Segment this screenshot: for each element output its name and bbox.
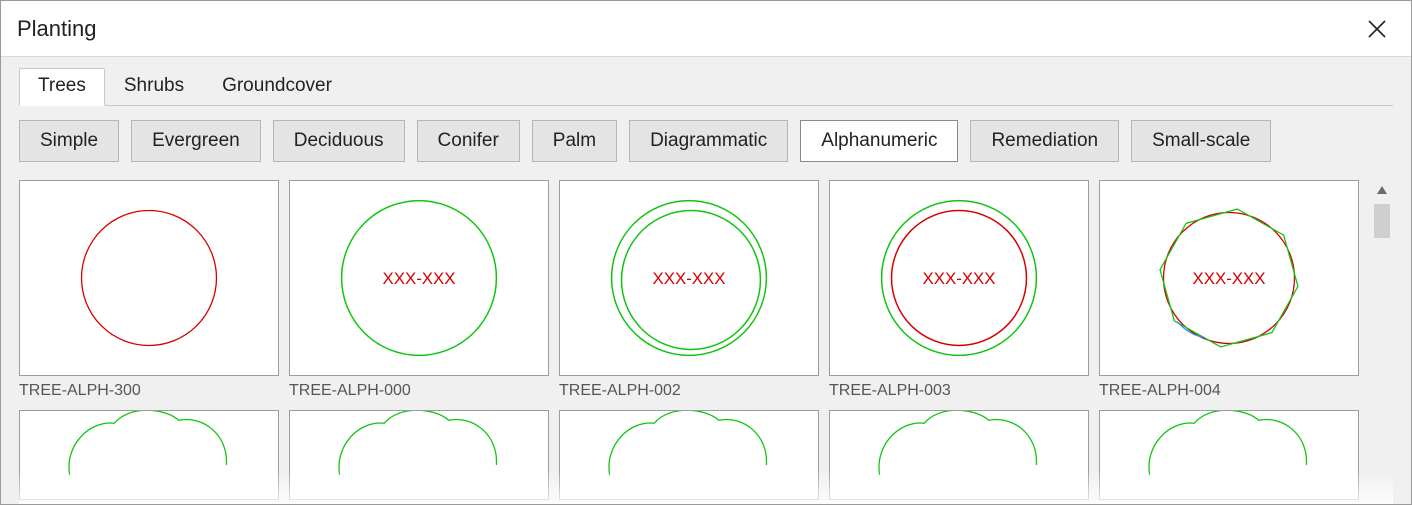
scroll-thumb[interactable] [1374, 204, 1390, 238]
symbol-label: TREE-ALPH-300 [19, 382, 279, 400]
close-icon [1368, 20, 1386, 38]
symbol-label: TREE-ALPH-004 [1099, 382, 1359, 400]
symbol-cell: XXX-XXX TREE-ALPH-003 [829, 180, 1089, 400]
symbol-grid: TREE-ALPH-300 XXX-XXX TREE-ALPH-000 XXX-X… [19, 180, 1393, 500]
filter-palm[interactable]: Palm [532, 120, 617, 162]
filter-deciduous[interactable]: Deciduous [273, 120, 405, 162]
filter-remediation[interactable]: Remediation [970, 120, 1119, 162]
tab-shrubs[interactable]: Shrubs [105, 68, 203, 106]
filter-row: Simple Evergreen Deciduous Conifer Palm Diagr… [19, 120, 1393, 162]
svg-text:XXX-XXX: XXX-XXX [922, 269, 995, 288]
scroll-track[interactable] [1374, 200, 1390, 504]
symbol-cell [19, 410, 279, 500]
symbol-card[interactable] [829, 410, 1089, 500]
filter-small-scale[interactable]: Small-scale [1131, 120, 1271, 162]
symbol-card[interactable]: XXX-XXX [829, 180, 1089, 376]
symbol-card[interactable] [19, 180, 279, 376]
filter-evergreen[interactable]: Evergreen [131, 120, 261, 162]
tab-groundcover[interactable]: Groundcover [203, 68, 351, 106]
symbol-label: TREE-ALPH-002 [559, 382, 819, 400]
symbol-card[interactable] [559, 410, 819, 500]
symbol-card[interactable]: XXX-XXX [1099, 180, 1359, 376]
category-tabs: TreesShrubsGroundcover [19, 67, 1393, 106]
content-area: TreesShrubsGroundcover Simple Evergreen De… [1, 57, 1411, 504]
window-title: Planting [17, 16, 97, 42]
filter-diagrammatic[interactable]: Diagrammatic [629, 120, 788, 162]
svg-text:XXX-XXX: XXX-XXX [382, 269, 455, 288]
symbol-card[interactable]: XXX-XXX [289, 180, 549, 376]
scroll-up-icon[interactable] [1371, 180, 1393, 200]
symbol-cell [559, 410, 819, 500]
symbol-card[interactable] [19, 410, 279, 500]
symbol-cell: XXX-XXX TREE-ALPH-004 [1099, 180, 1359, 400]
svg-text:XXX-XXX: XXX-XXX [1192, 269, 1265, 288]
svg-text:XXX-XXX: XXX-XXX [652, 269, 725, 288]
symbol-cell [289, 410, 549, 500]
symbol-label: TREE-ALPH-000 [289, 382, 549, 400]
planting-dialog: Planting TreesShrubsGroundcover Simple Ev… [0, 0, 1412, 505]
titlebar: Planting [1, 1, 1411, 57]
symbol-cell [829, 410, 1089, 500]
symbol-cell: XXX-XXX TREE-ALPH-002 [559, 180, 819, 400]
filter-alphanumeric[interactable]: Alphanumeric [800, 120, 958, 162]
scrollbar[interactable] [1371, 180, 1393, 504]
filter-conifer[interactable]: Conifer [417, 120, 520, 162]
symbol-cell: TREE-ALPH-300 [19, 180, 279, 400]
filter-simple[interactable]: Simple [19, 120, 119, 162]
symbol-cell [1099, 410, 1359, 500]
symbol-card[interactable] [1099, 410, 1359, 500]
symbol-grid-wrap: TREE-ALPH-300 XXX-XXX TREE-ALPH-000 XXX-X… [19, 180, 1393, 504]
symbol-card[interactable]: XXX-XXX [559, 180, 819, 376]
symbol-card[interactable] [289, 410, 549, 500]
symbol-label: TREE-ALPH-003 [829, 382, 1089, 400]
symbol-cell: XXX-XXX TREE-ALPH-000 [289, 180, 549, 400]
tab-trees[interactable]: Trees [19, 68, 105, 106]
close-button[interactable] [1359, 11, 1395, 47]
